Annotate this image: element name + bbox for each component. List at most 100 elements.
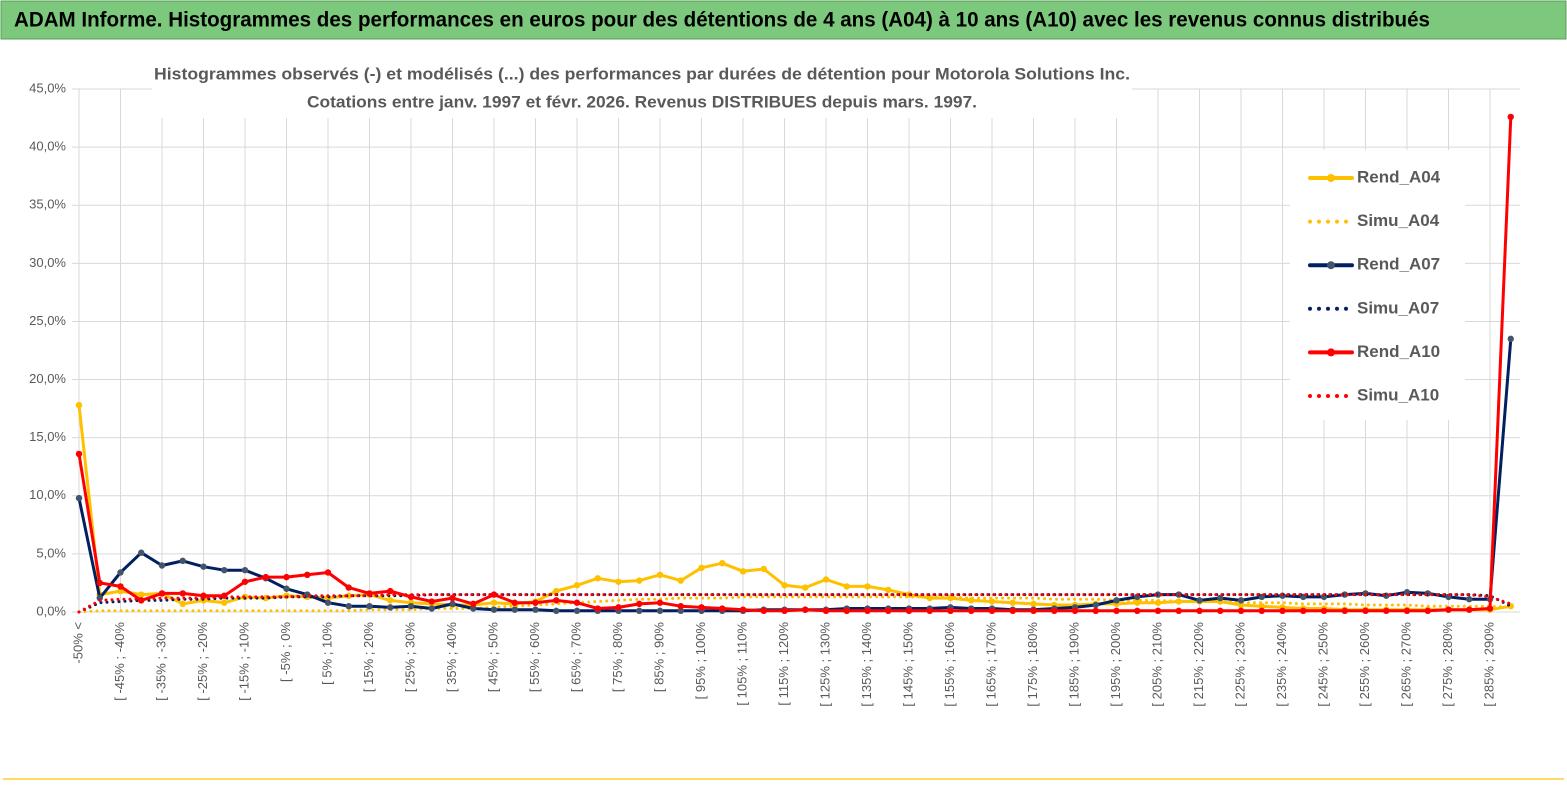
x-tick-label: [ 75% ; 80% — [610, 622, 625, 693]
chart-title: Histogrammes observés (-) et modélisés (… — [154, 64, 1130, 83]
series-marker — [1134, 607, 1141, 615]
series-marker — [573, 599, 581, 606]
x-tick-label: [ 15% ; 20% — [361, 622, 376, 693]
bottom-border — [3, 778, 1564, 780]
series-marker — [138, 549, 145, 556]
series-marker — [345, 584, 352, 591]
series-marker — [656, 571, 664, 579]
series-marker — [75, 494, 83, 502]
series-marker — [366, 602, 373, 610]
legend: Rend_A04 Simu_A04 Rend_A07 Simu_A07 Rend_A10… — [1290, 150, 1465, 420]
x-tick-label: [ 105% ; 110% — [734, 622, 749, 706]
series-marker — [1466, 606, 1473, 613]
series-marker — [1196, 607, 1203, 615]
x-tick-label: [ 215% ; 220% — [1191, 622, 1206, 707]
series-marker — [615, 578, 622, 585]
series-marker — [573, 582, 581, 589]
series-marker — [1071, 607, 1079, 615]
series-marker — [117, 569, 124, 576]
series-marker — [1051, 607, 1058, 615]
x-tick-label: [ 25% ; 30% — [402, 622, 417, 693]
x-tick-label: [ -15% ; -10% — [236, 622, 251, 701]
series-marker — [1362, 607, 1369, 615]
title-box — [152, 60, 1132, 118]
series-marker — [117, 583, 124, 590]
series-marker — [947, 607, 954, 615]
x-tick-label: [ 5% ; 10% — [319, 622, 334, 685]
series-marker — [781, 607, 788, 615]
x-tick-label: [ 35% ; 40% — [444, 622, 459, 693]
x-tick-label: [ 125% ; 130% — [817, 622, 832, 707]
x-tick-label: [ 45% ; 50% — [485, 622, 500, 693]
x-tick-label: [ 265% ; 270% — [1398, 622, 1413, 707]
x-tick-label: [ -5% ; 0% — [278, 622, 293, 682]
series-line — [77, 593, 1513, 614]
series-marker — [885, 607, 892, 615]
series-marker — [449, 600, 456, 608]
series-marker — [1009, 599, 1016, 606]
series-marker — [1507, 335, 1514, 343]
series-marker — [221, 599, 228, 606]
series-marker — [719, 559, 726, 567]
x-tick-label: [ 55% ; 60% — [527, 622, 542, 693]
series-marker — [490, 591, 498, 598]
x-tick-label: [ 245% ; 250% — [1315, 622, 1330, 707]
y-tick-label: 15,0% — [29, 429, 66, 444]
x-tick-label: -50% < — [70, 622, 85, 664]
series-marker — [75, 450, 83, 458]
series-marker — [822, 576, 830, 583]
series-marker — [677, 577, 684, 584]
series-marker — [138, 591, 145, 598]
x-tick-label: [ 135% ; 140% — [859, 622, 874, 707]
series-marker — [387, 604, 394, 611]
legend-label: Simu_A10 — [1357, 385, 1439, 404]
banner — [0, 0, 1567, 40]
series-line — [77, 115, 1513, 613]
series-marker — [200, 563, 207, 570]
series-marker — [677, 602, 684, 610]
series-line — [77, 595, 1513, 614]
series-marker — [636, 577, 643, 584]
series-marker — [449, 594, 456, 602]
legend-label: Simu_A07 — [1357, 298, 1439, 317]
series-marker — [324, 599, 332, 606]
x-tick-label: [ 155% ; 160% — [942, 622, 957, 707]
series-marker — [490, 606, 498, 613]
series-marker — [885, 586, 892, 594]
series-marker — [594, 575, 601, 582]
series-marker — [1113, 597, 1120, 604]
series-marker — [1486, 605, 1494, 612]
series-marker — [677, 607, 684, 615]
series-marker — [470, 605, 477, 612]
series-marker — [843, 583, 850, 590]
y-tick-label: 10,0% — [29, 487, 66, 502]
legend-label: Simu_A04 — [1357, 211, 1440, 230]
x-tick-label: [ 85% ; 90% — [651, 622, 666, 693]
series-marker — [1445, 606, 1452, 613]
series-marker — [1217, 607, 1224, 615]
series-marker — [1175, 607, 1182, 615]
series-marker — [179, 590, 186, 597]
x-tick-label: [ -35% ; -30% — [153, 622, 168, 701]
legend-label: Rend_A04 — [1357, 167, 1441, 186]
x-tick-label: [ 255% ; 260% — [1357, 622, 1372, 707]
series-marker — [1113, 607, 1120, 615]
series-marker — [843, 607, 850, 615]
x-tick-label: [ 195% ; 200% — [1108, 622, 1123, 707]
x-tick-label: [ 165% ; 170% — [983, 622, 998, 707]
series-marker — [304, 571, 311, 579]
y-tick-label: 0,0% — [36, 603, 66, 618]
x-tick-label: [ 275% ; 280% — [1440, 622, 1455, 707]
series-marker — [719, 605, 726, 612]
series-marker — [387, 587, 394, 595]
series-marker — [179, 600, 186, 608]
series-marker — [407, 602, 415, 610]
series-marker — [988, 598, 996, 605]
legend-label: Rend_A07 — [1357, 255, 1440, 274]
series-marker — [324, 569, 332, 576]
series-marker — [802, 606, 809, 613]
x-tick-label: [ 235% ; 240% — [1274, 622, 1289, 707]
series-marker — [1196, 597, 1203, 604]
series-marker — [739, 606, 747, 613]
series-marker — [532, 606, 539, 613]
